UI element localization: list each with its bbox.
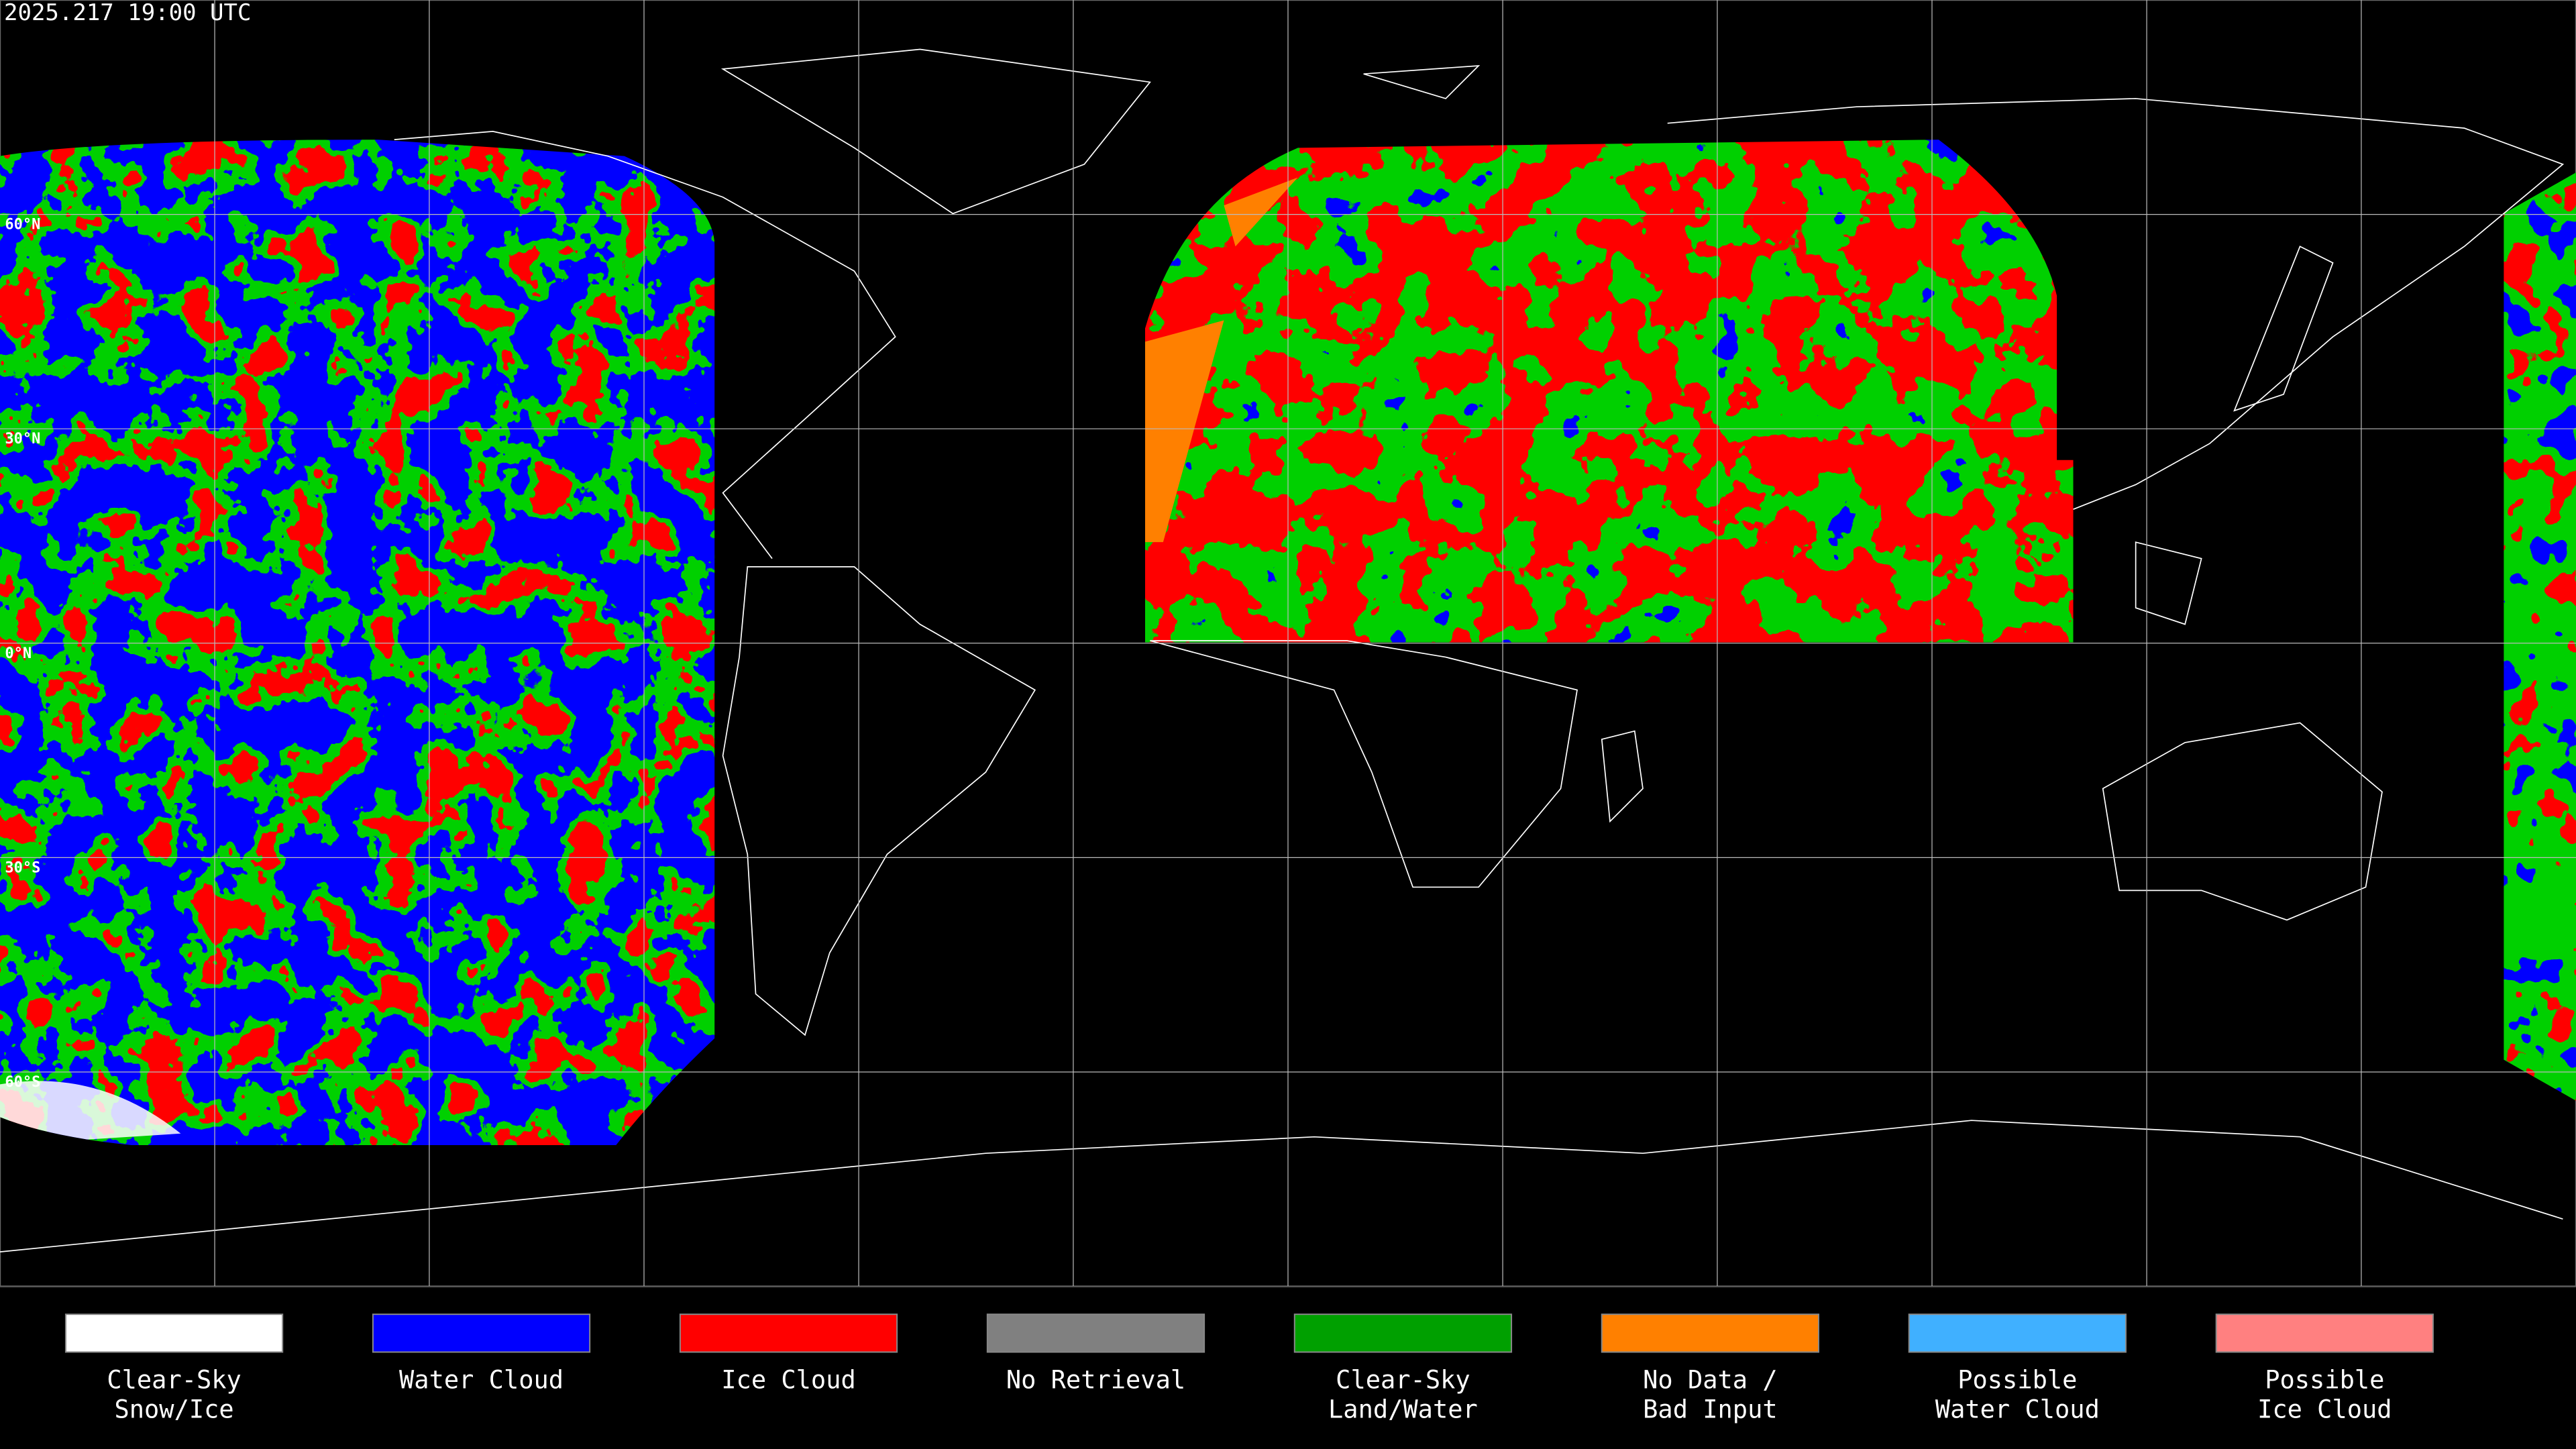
legend-swatch [372,1313,591,1353]
swath-west [0,140,715,1145]
legend-swatch [1601,1313,1820,1353]
latitude-label: 0°N [5,645,32,662]
legend-swatch [1908,1313,2127,1353]
legend-label: Possible [1957,1365,2077,1394]
legend-label: Water Cloud [399,1365,564,1394]
legend-label: Water Cloud [1935,1395,2100,1424]
legend-label: Ice Cloud [721,1365,855,1394]
legend-label: Land/Water [1328,1395,1478,1424]
legend-label: Bad Input [1643,1395,1777,1424]
legend-label: No Retrieval [1006,1365,1185,1394]
timestamp: 2025.217 19:00 UTC [4,0,251,26]
latitude-label: 30°N [5,431,40,447]
legend-swatch [64,1313,284,1353]
coastlines [0,48,2565,1252]
map: 60°N 30°N 0°N 30°S 60°S [0,0,2576,1287]
latitude-label: 30°S [5,859,40,876]
legend-label: Clear-Sky [107,1365,241,1394]
swath-east [2504,172,2576,1101]
legend-label: Clear-Sky [1336,1365,1470,1394]
legend-label: Ice Cloud [2257,1395,2392,1424]
legend-swatch [986,1313,1205,1353]
latitude-label: 60°N [5,217,40,233]
legend-label: Possible [2265,1365,2384,1394]
legend-swatch [1293,1313,1513,1353]
legend-label: No Data / [1643,1365,1777,1394]
latitude-label: 60°S [5,1074,40,1091]
latitude-labels: 60°N 30°N 0°N 30°S 60°S [5,217,40,1091]
legend-swatch [679,1313,898,1353]
swath-central [1144,140,2074,643]
legend-label: Snow/Ice [114,1395,233,1424]
legend-swatch [2215,1313,2434,1353]
graticule [0,0,2576,1287]
